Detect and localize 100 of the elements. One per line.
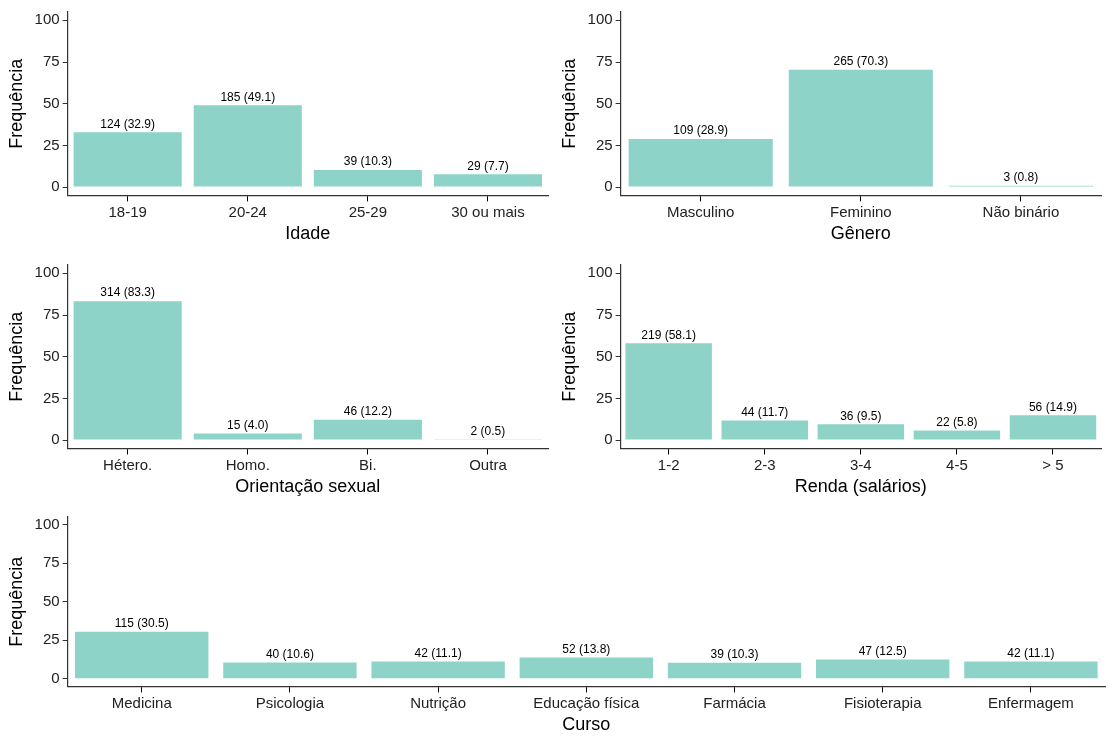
data-label: 39 (10.3) (710, 647, 759, 662)
y-axis-title: Frequência (5, 555, 26, 647)
y-tick-label: 25 (42, 630, 60, 648)
y-tick-label: 100 (34, 514, 60, 532)
data-label: 42 (11.1) (414, 645, 462, 660)
bar (519, 657, 653, 679)
x-tick-label: > 5 (1042, 455, 1064, 473)
bar (75, 631, 209, 679)
data-label: 3 (0.8) (1003, 170, 1039, 185)
data-label: 40 (10.6) (265, 646, 314, 661)
y-tick-label: 0 (51, 177, 60, 195)
x-axis-title: Orientação sexual (235, 476, 381, 497)
data-label: 47 (12.5) (858, 643, 907, 658)
x-tick-label: Medicina (111, 693, 173, 711)
y-tick-label: 0 (51, 668, 60, 686)
data-label: 29 (7.7) (467, 158, 509, 173)
data-label: 109 (28.9) (673, 123, 729, 138)
bar (313, 169, 422, 187)
x-axis-title: Gênero (830, 223, 891, 244)
bar (964, 661, 1098, 679)
y-tick-label: 25 (595, 388, 613, 406)
y-axis-title: Frequência (5, 57, 26, 149)
x-tick-label: 1-2 (657, 455, 680, 473)
y-tick-label: 50 (42, 591, 60, 609)
y-tick-label: 0 (604, 430, 613, 448)
x-tick-label: 25-29 (348, 202, 388, 220)
y-axis-title: Frequência (5, 310, 26, 402)
data-label: 124 (32.9) (100, 116, 156, 131)
bar (313, 419, 422, 440)
y-tick-label: 75 (42, 52, 60, 70)
data-label: 44 (11.7) (741, 404, 789, 419)
bar (913, 430, 1001, 440)
y-tick-label: 100 (587, 263, 613, 281)
y-tick-label: 50 (42, 346, 60, 364)
x-axis-title: Renda (salários) (794, 476, 927, 497)
y-tick-label: 100 (587, 10, 613, 28)
x-tick-label: Outra (469, 455, 508, 473)
y-tick-label: 75 (595, 52, 613, 70)
data-label: 15 (4.0) (227, 417, 269, 432)
x-tick-label: Educação física (533, 693, 640, 711)
data-label: 46 (12.2) (343, 404, 392, 419)
x-tick-label: 3-4 (849, 455, 872, 473)
data-label: 52 (13.8) (562, 641, 611, 656)
x-axis-title: Curso (562, 714, 611, 735)
x-tick-label: Masculino (666, 202, 735, 220)
bar (193, 433, 302, 440)
data-label: 115 (30.5) (114, 616, 169, 631)
data-label: 36 (9.5) (840, 408, 882, 423)
bar (371, 661, 505, 679)
x-tick-label: 4-5 (946, 455, 968, 473)
x-tick-label: 30 ou mais (451, 202, 525, 220)
x-axis-title: Idade (285, 223, 331, 244)
x-tick-label: Não binário (982, 202, 1060, 220)
data-label: 22 (5.8) (936, 414, 978, 429)
x-tick-label: Fisioterapia (843, 693, 923, 711)
y-axis-title: Frequência (558, 57, 579, 149)
bar (433, 174, 542, 187)
bar (1009, 415, 1097, 440)
x-tick-label: Nutrição (410, 693, 467, 711)
bar (223, 662, 357, 679)
x-tick-label: Farmácia (703, 693, 767, 711)
data-label: 42 (11.1) (1007, 645, 1055, 660)
data-label: 2 (0.5) (470, 423, 506, 438)
x-tick-label: Hétero. (103, 455, 153, 473)
y-tick-label: 75 (42, 553, 60, 571)
y-tick-label: 75 (42, 305, 60, 323)
data-label: 39 (10.3) (343, 154, 392, 169)
x-tick-label: Feminino (829, 202, 892, 220)
y-tick-label: 25 (42, 135, 60, 153)
y-axis-title: Frequência (558, 310, 579, 402)
bar (625, 343, 712, 440)
bar (73, 132, 182, 187)
y-tick-label: 0 (51, 430, 60, 448)
data-label: 265 (70.3) (833, 54, 889, 69)
bar (816, 659, 950, 679)
y-tick-label: 50 (42, 93, 60, 111)
data-label: 56 (14.9) (1028, 399, 1077, 414)
y-tick-label: 0 (604, 177, 613, 195)
y-tick-label: 75 (595, 305, 613, 323)
data-label: 219 (58.1) (641, 327, 697, 342)
x-tick-label: Bi. (359, 455, 377, 473)
y-tick-label: 25 (42, 388, 60, 406)
y-tick-label: 100 (34, 263, 60, 281)
data-label: 185 (49.1) (220, 89, 276, 104)
bar (788, 69, 933, 187)
data-label: 314 (83.3) (100, 285, 156, 300)
x-tick-label: Enfermagem (987, 693, 1074, 711)
y-tick-label: 25 (595, 135, 613, 153)
x-tick-label: 2-3 (753, 455, 776, 473)
x-tick-label: Psicologia (255, 693, 325, 711)
y-tick-label: 100 (34, 10, 60, 28)
bar (817, 424, 905, 440)
y-tick-label: 50 (595, 93, 613, 111)
bar (721, 420, 808, 440)
x-tick-label: 20-24 (228, 202, 267, 220)
bar (193, 105, 302, 187)
bar (667, 662, 802, 679)
bar (628, 138, 773, 187)
x-tick-label: Homo. (225, 455, 270, 473)
x-tick-label: 18-19 (108, 202, 147, 220)
